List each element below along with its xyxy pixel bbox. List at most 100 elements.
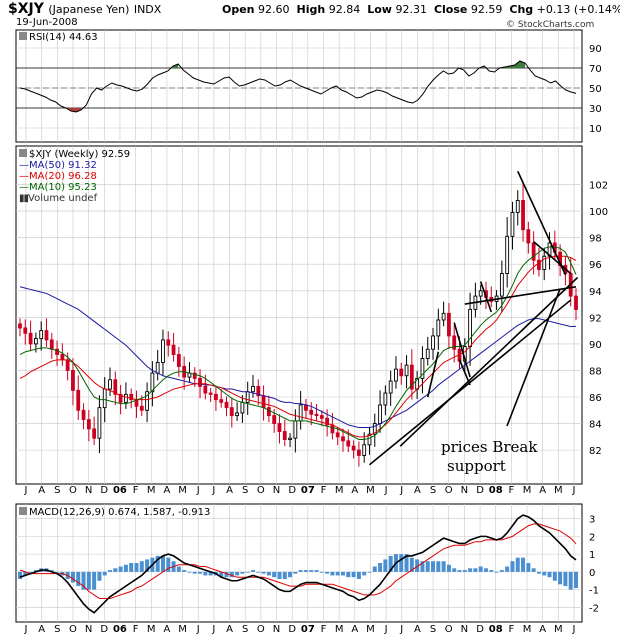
macd-histogram-bar xyxy=(118,566,123,572)
x-tick-label: A xyxy=(414,485,421,496)
pennant-line-4 xyxy=(479,281,493,313)
macd-histogram-bar xyxy=(409,557,414,572)
macd-panel xyxy=(15,503,583,623)
candle xyxy=(240,401,245,414)
candle xyxy=(468,308,472,347)
x-tick-label: N xyxy=(461,624,468,635)
candle xyxy=(266,407,271,417)
x-tick-label: S xyxy=(54,624,60,635)
chart-date: 19-Jun-2008 xyxy=(16,17,78,28)
macd-y-tick: 2 xyxy=(589,532,595,543)
candle xyxy=(18,323,22,329)
x-tick-label: D xyxy=(100,624,108,635)
rsi-legend-swatch xyxy=(19,32,27,40)
candle xyxy=(113,379,118,395)
flag-line-b xyxy=(517,170,567,276)
macd-histogram-bar xyxy=(515,557,520,572)
macd-histogram-bar xyxy=(521,557,526,572)
ma10-line xyxy=(19,246,577,441)
legend-ma50: —MA(50) 91.32 xyxy=(19,160,97,171)
x-tick-label: M xyxy=(366,485,375,496)
macd-histogram-bar xyxy=(383,559,388,572)
candle xyxy=(542,255,547,270)
candle xyxy=(65,359,70,371)
macd-histogram-bar xyxy=(319,571,324,573)
macd-histogram-bar xyxy=(314,570,319,572)
macd-plot xyxy=(18,514,578,614)
macd-histogram-bar xyxy=(378,563,383,572)
macd-histogram-bar xyxy=(23,571,28,576)
macd-histogram-bar xyxy=(346,571,351,578)
x-tick-label: M xyxy=(554,485,563,496)
macd-histogram-bar xyxy=(558,571,563,585)
pennant-line-2 xyxy=(453,322,471,378)
macd-histogram-bar xyxy=(145,559,150,572)
rsi-y-tick: 70 xyxy=(589,64,602,75)
macd-histogram-bar xyxy=(547,571,552,578)
candle xyxy=(171,344,176,355)
candle xyxy=(505,235,510,274)
x-tick-label: J xyxy=(384,485,388,496)
macd-histogram-bar xyxy=(86,571,91,590)
x-tick-label: S xyxy=(54,485,60,496)
x-tick-label: D xyxy=(476,624,484,635)
candle xyxy=(81,409,86,421)
candle xyxy=(166,339,171,346)
candle xyxy=(71,369,75,391)
x-tick-label: O xyxy=(445,624,453,635)
symbol: $XJY xyxy=(8,1,44,17)
macd-histogram-bar xyxy=(351,571,356,578)
candle xyxy=(388,380,393,394)
ohlc-readout: Open 92.60 High 92.84 Low 92.31 Close 92… xyxy=(222,3,620,16)
rsi-legend: RSI(14) 44.63 xyxy=(19,32,98,43)
macd-histogram-bar xyxy=(536,571,541,574)
candle xyxy=(219,399,224,403)
macd-histogram-bar xyxy=(219,571,224,578)
candle xyxy=(176,354,181,367)
price-panel xyxy=(15,145,583,485)
candle xyxy=(55,348,59,355)
candle xyxy=(208,392,213,395)
x-tick-label: A xyxy=(351,624,358,635)
candle xyxy=(33,338,38,345)
macd-histogram-bar xyxy=(261,571,266,574)
axis-labels: JJAASSOONNDD0606FFMMAAMMJJJJAASSOONNDD07… xyxy=(24,44,609,635)
macd-histogram-bar xyxy=(499,570,504,572)
candle xyxy=(145,391,149,411)
rsi-y-tick: 10 xyxy=(589,124,602,135)
candle xyxy=(452,335,457,350)
macd-histogram-bar xyxy=(330,571,335,576)
candle xyxy=(39,330,44,340)
macd-histogram-bar xyxy=(420,561,425,572)
price-y-tick: 90 xyxy=(589,340,602,351)
macd-histogram-bar xyxy=(552,571,557,581)
candle xyxy=(198,377,202,387)
candle xyxy=(515,200,520,213)
macd-legend: MACD(12,26,9) 0.674, 1.587, -0.913 xyxy=(19,507,210,518)
candle xyxy=(92,428,97,439)
ma20-line xyxy=(19,255,577,438)
x-tick-label: A xyxy=(351,485,358,496)
macd-histogram-bar xyxy=(399,554,404,572)
macd-histogram-bar xyxy=(431,561,436,572)
rsi-panel xyxy=(15,29,583,143)
x-tick-label: O xyxy=(257,624,265,635)
rsi-y-tick: 30 xyxy=(589,104,602,115)
x-tick-label: M xyxy=(147,624,156,635)
macd-y-tick: 1 xyxy=(589,550,595,561)
candle xyxy=(367,433,372,446)
candle xyxy=(420,358,425,379)
candle xyxy=(203,385,208,394)
price-legend: $XJY (Weekly) 92.59 —MA(50) 91.32 —MA(20… xyxy=(19,149,131,204)
annotation-pointer xyxy=(506,288,561,427)
macd-histogram-bar xyxy=(18,571,22,579)
macd-histogram-bar xyxy=(505,566,510,572)
macd-histogram-bar xyxy=(266,571,271,576)
macd-histogram-bar xyxy=(404,554,409,572)
macd-histogram-bar xyxy=(341,571,346,576)
price-y-tick: 88 xyxy=(589,366,602,377)
x-tick-label: F xyxy=(133,485,139,496)
candle xyxy=(335,432,340,438)
macd-histogram-bar xyxy=(70,571,75,583)
candle xyxy=(76,389,81,411)
